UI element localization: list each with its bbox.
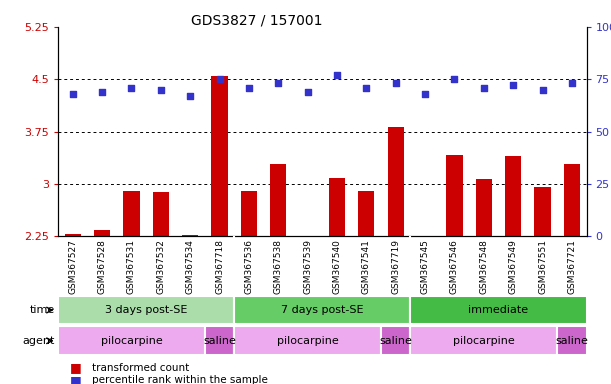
Text: GSM367546: GSM367546	[450, 239, 459, 294]
Text: GSM367527: GSM367527	[68, 239, 77, 294]
Point	[420, 91, 430, 97]
Text: GSM367545: GSM367545	[420, 239, 430, 294]
Point	[214, 76, 224, 82]
Point	[538, 87, 547, 93]
Bar	[329, 178, 345, 236]
Text: GSM367551: GSM367551	[538, 239, 547, 294]
Text: agent: agent	[23, 336, 55, 346]
Point	[362, 84, 371, 91]
Bar	[411, 296, 587, 324]
Point	[332, 72, 342, 78]
Point	[273, 80, 283, 86]
Bar	[411, 326, 557, 355]
Text: GSM367532: GSM367532	[156, 239, 166, 294]
Bar	[505, 156, 521, 236]
Text: GSM367540: GSM367540	[332, 239, 342, 294]
Text: GSM367548: GSM367548	[479, 239, 488, 294]
Text: saline: saline	[379, 336, 412, 346]
Point	[185, 93, 195, 99]
Point	[244, 84, 254, 91]
Text: pilocarpine: pilocarpine	[453, 336, 514, 346]
Bar	[476, 179, 492, 236]
Text: 7 days post-SE: 7 days post-SE	[281, 305, 364, 315]
Bar	[65, 234, 81, 236]
Bar	[234, 326, 381, 355]
Point	[156, 87, 166, 93]
Bar	[234, 296, 411, 324]
Point	[302, 89, 312, 95]
Text: ■: ■	[70, 361, 82, 374]
Text: GSM367528: GSM367528	[98, 239, 106, 294]
Bar	[387, 127, 404, 236]
Bar	[270, 164, 287, 236]
Text: GSM367534: GSM367534	[186, 239, 195, 294]
Point	[567, 80, 577, 86]
Point	[126, 84, 136, 91]
Point	[68, 91, 78, 97]
Point	[450, 76, 459, 82]
Text: GSM367541: GSM367541	[362, 239, 371, 294]
Bar	[358, 191, 375, 236]
Bar	[182, 235, 198, 236]
Bar	[299, 236, 316, 238]
Point	[508, 83, 518, 89]
Text: pilocarpine: pilocarpine	[101, 336, 163, 346]
Text: transformed count: transformed count	[92, 363, 189, 373]
Bar	[211, 76, 228, 236]
Bar	[564, 164, 580, 236]
Text: saline: saline	[555, 336, 588, 346]
Text: immediate: immediate	[469, 305, 529, 315]
Bar	[153, 192, 169, 236]
Text: GSM367721: GSM367721	[568, 239, 576, 294]
Point	[391, 80, 401, 86]
Bar	[241, 191, 257, 236]
Bar	[94, 230, 110, 236]
Text: GDS3827 / 157001: GDS3827 / 157001	[191, 13, 323, 27]
Text: GSM367539: GSM367539	[303, 239, 312, 294]
Bar	[205, 326, 234, 355]
Text: GSM367531: GSM367531	[127, 239, 136, 294]
Bar	[58, 296, 234, 324]
Bar	[535, 187, 551, 236]
Text: time: time	[30, 305, 55, 315]
Text: saline: saline	[203, 336, 236, 346]
Bar	[557, 326, 587, 355]
Bar	[447, 154, 463, 236]
Text: GSM367719: GSM367719	[391, 239, 400, 294]
Bar	[58, 326, 205, 355]
Point	[479, 84, 489, 91]
Point	[97, 89, 107, 95]
Text: GSM367718: GSM367718	[215, 239, 224, 294]
Text: pilocarpine: pilocarpine	[277, 336, 338, 346]
Bar	[381, 326, 411, 355]
Text: GSM367536: GSM367536	[244, 239, 254, 294]
Text: ■: ■	[70, 374, 82, 384]
Text: GSM367549: GSM367549	[508, 239, 518, 294]
Text: GSM367538: GSM367538	[274, 239, 283, 294]
Bar	[123, 191, 139, 236]
Text: 3 days post-SE: 3 days post-SE	[105, 305, 188, 315]
Text: percentile rank within the sample: percentile rank within the sample	[92, 375, 268, 384]
